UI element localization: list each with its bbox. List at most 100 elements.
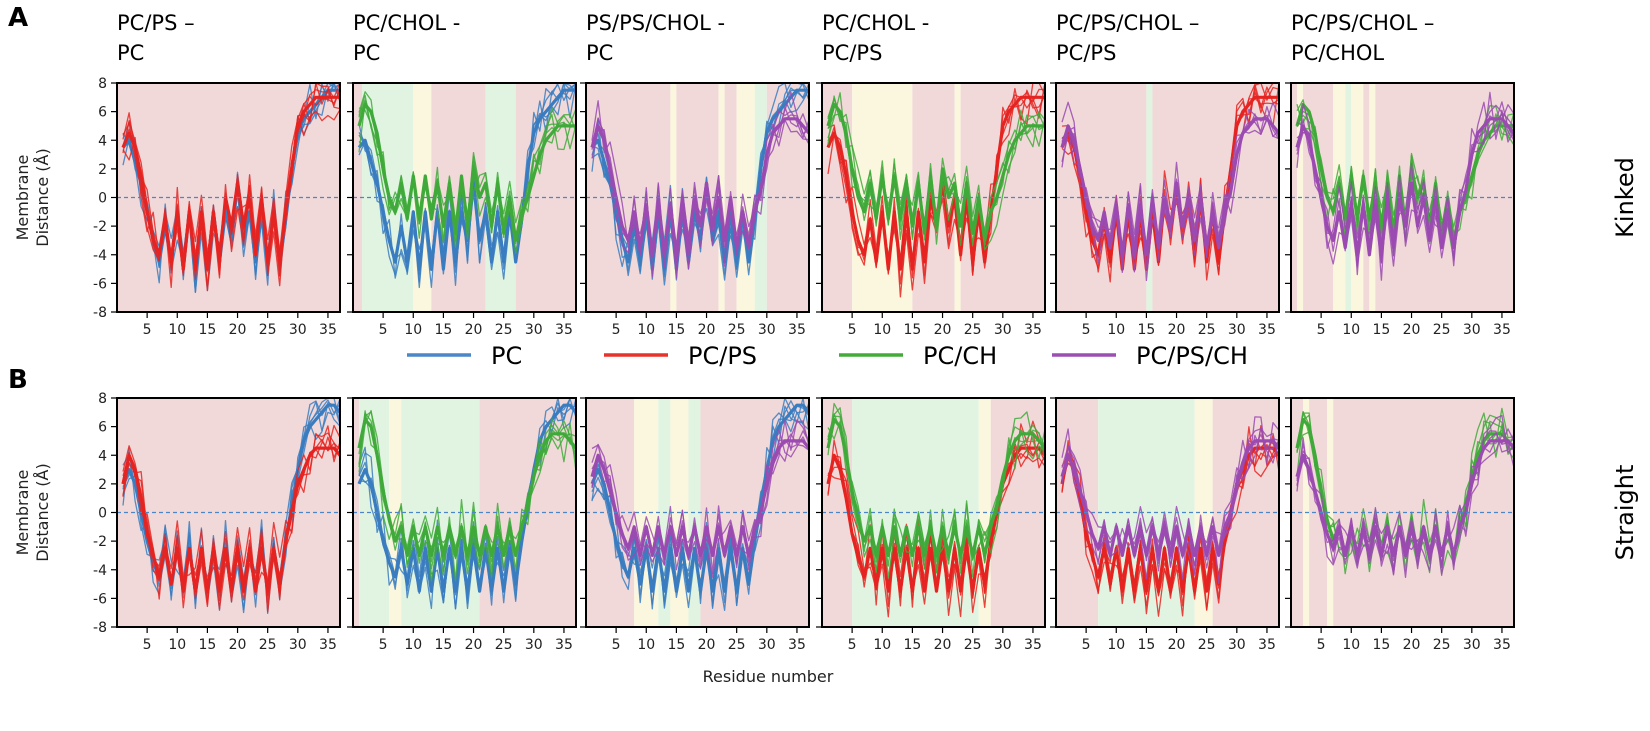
- series-lines: [121, 82, 1516, 618]
- xtick-label-straight-1-20: 20: [229, 637, 247, 653]
- line-straight-5-PCPSCH-rep4: [1061, 427, 1280, 580]
- axis-ticks: [111, 82, 1503, 633]
- xtick-label-kinked-4-10: 10: [873, 322, 891, 338]
- xtick-label-kinked-5-15: 15: [1137, 322, 1155, 338]
- line-straight-5-PCPSCH-mean: [1060, 439, 1281, 558]
- xtick-label-straight-6-5: 5: [1317, 637, 1326, 653]
- line-kinked-3-PCPSCH-rep5: [591, 91, 810, 270]
- line-kinked-1-PCPS-mean: [121, 95, 340, 271]
- xtick-label-straight-2-30: 30: [525, 637, 543, 653]
- xtick-label-straight-2-20: 20: [465, 637, 483, 653]
- panel-title-5: PC/PS/CHOL – PC/PS: [1056, 11, 1199, 65]
- xtick-label-straight-4-15: 15: [903, 637, 921, 653]
- legend-entry-3: PC/CH: [839, 342, 997, 370]
- line-straight-3-PCPSCH-mean: [590, 439, 811, 558]
- line-kinked-1-PC-mean: [121, 88, 340, 271]
- zero-reference-lines: [117, 196, 1514, 514]
- ytick-label-kinked--8: -8: [93, 305, 107, 321]
- band-kinked-2-0: [353, 83, 363, 312]
- ytick-label-straight-4: 4: [98, 448, 107, 464]
- band-straight-6-3: [1327, 398, 1334, 627]
- ytick-label-kinked-6: 6: [98, 105, 107, 121]
- row-label-straight: Straight: [1611, 465, 1639, 561]
- ytick-label-straight--2: -2: [93, 534, 107, 550]
- line-kinked-4-PCCH-rep5: [827, 97, 1046, 251]
- ytick-label-kinked-4: 4: [98, 133, 107, 149]
- ytick-label-straight-8: 8: [98, 391, 107, 407]
- panel-letter-A: A: [8, 3, 28, 33]
- panel-title-3: PS/PS/CHOL -PC: [586, 11, 725, 65]
- line-straight-2-PCCH-rep4: [358, 411, 577, 571]
- xtick-label-kinked-5-20: 20: [1168, 322, 1186, 338]
- xtick-label-straight-3-35: 35: [788, 637, 806, 653]
- legend-label-2: PC/PS: [688, 342, 757, 370]
- xtick-label-kinked-6-25: 25: [1433, 322, 1451, 338]
- xtick-label-straight-4-35: 35: [1024, 637, 1042, 653]
- xtick-label-kinked-5-5: 5: [1082, 322, 1091, 338]
- xtick-label-kinked-5-30: 30: [1228, 322, 1246, 338]
- ytick-label-kinked-8: 8: [98, 76, 107, 92]
- ytick-label-kinked--2: -2: [93, 219, 107, 235]
- line-kinked-5-PCPS-rep4: [1061, 82, 1279, 272]
- xtick-label-straight-4-10: 10: [873, 637, 891, 653]
- legend-entry-2: PC/PS: [604, 342, 757, 370]
- xtick-label-kinked-4-30: 30: [994, 322, 1012, 338]
- ytick-label-straight-2: 2: [98, 477, 107, 493]
- row-label-kinked: Kinked: [1611, 157, 1639, 238]
- xtick-label-kinked-6-20: 20: [1403, 322, 1421, 338]
- xtick-label-kinked-4-15: 15: [903, 322, 921, 338]
- xtick-label-kinked-1-10: 10: [168, 322, 186, 338]
- line-kinked-4-PCCH-mean: [826, 102, 1045, 242]
- line-straight-4-PCCH-mean: [826, 417, 1047, 558]
- xtick-label-kinked-1-20: 20: [229, 322, 247, 338]
- line-kinked-2-PCCH-mean: [357, 102, 576, 242]
- xtick-label-straight-2-25: 25: [495, 637, 513, 653]
- line-kinked-5-PCPSCH-mean: [1060, 117, 1281, 257]
- xtick-label-kinked-1-15: 15: [198, 322, 216, 338]
- xlabel: Residue number: [703, 667, 834, 686]
- xtick-label-straight-3-5: 5: [612, 637, 621, 653]
- line-straight-3-PCPSCH-rep3: [591, 428, 810, 570]
- xtick-label-kinked-3-20: 20: [698, 322, 716, 338]
- xtick-label-kinked-3-30: 30: [758, 322, 776, 338]
- xtick-label-kinked-2-10: 10: [404, 322, 422, 338]
- xtick-label-straight-6-30: 30: [1463, 637, 1481, 653]
- line-straight-1-PCPS-rep5: [122, 425, 341, 610]
- xtick-label-kinked-3-10: 10: [637, 322, 655, 338]
- band-kinked-6-3: [1333, 83, 1346, 312]
- xtick-label-kinked-2-5: 5: [379, 322, 388, 338]
- xtick-label-straight-3-30: 30: [758, 637, 776, 653]
- xtick-label-kinked-2-35: 35: [555, 322, 573, 338]
- xtick-label-kinked-2-15: 15: [434, 322, 452, 338]
- line-straight-2-PCCH-mean: [357, 417, 578, 558]
- band-kinked-3-7: [766, 83, 809, 312]
- line-kinked-2-PC-rep4: [358, 82, 577, 289]
- xtick-label-kinked-6-30: 30: [1463, 322, 1481, 338]
- xtick-label-kinked-3-5: 5: [612, 322, 621, 338]
- line-kinked-3-PC-mean: [590, 88, 809, 271]
- panel-title-6: PC/PS/CHOL – PC/CHOL: [1291, 11, 1434, 65]
- line-straight-1-PCPS-mean: [121, 446, 342, 593]
- xtick-label-straight-5-25: 25: [1198, 637, 1216, 653]
- xtick-label-straight-4-30: 30: [994, 637, 1012, 653]
- xtick-label-kinked-2-25: 25: [495, 322, 513, 338]
- xtick-label-straight-2-5: 5: [379, 637, 388, 653]
- xtick-label-kinked-1-30: 30: [289, 322, 307, 338]
- xtick-label-straight-6-35: 35: [1493, 637, 1511, 653]
- xtick-label-kinked-5-35: 35: [1258, 322, 1276, 338]
- line-straight-1-PCPS-rep3: [122, 432, 341, 609]
- ylabel-kinked: MembraneDistance (Å): [13, 148, 52, 246]
- xtick-label-kinked-1-35: 35: [319, 322, 337, 338]
- xtick-label-straight-1-35: 35: [319, 637, 337, 653]
- legend-entry-1: PC: [407, 342, 522, 370]
- ytick-label-kinked--6: -6: [93, 276, 107, 292]
- xtick-label-kinked-3-35: 35: [788, 322, 806, 338]
- line-kinked-6-PCPSCH-rep5: [1296, 91, 1515, 281]
- xtick-label-kinked-4-5: 5: [848, 322, 857, 338]
- xtick-label-straight-4-5: 5: [848, 637, 857, 653]
- xtick-label-kinked-4-35: 35: [1024, 322, 1042, 338]
- xtick-label-kinked-4-25: 25: [964, 322, 982, 338]
- xtick-label-straight-3-10: 10: [637, 637, 655, 653]
- panel-title-4: PC/CHOL -PC/PS: [822, 11, 929, 65]
